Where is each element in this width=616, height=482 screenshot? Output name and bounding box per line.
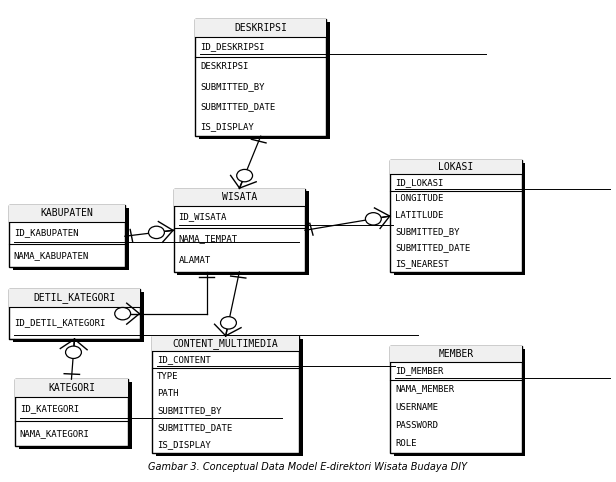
Text: ROLE: ROLE [395, 440, 417, 448]
Bar [18, 382, 132, 449]
Text: IS_DISPLAY: IS_DISPLAY [157, 440, 211, 449]
Bar [9, 289, 140, 307]
Text: SUBMITTED_DATE: SUBMITTED_DATE [157, 423, 232, 432]
Text: ID_KABUPATEN: ID_KABUPATEN [14, 228, 78, 238]
Text: IS_NEAREST: IS_NEAREST [395, 259, 449, 268]
Circle shape [365, 213, 381, 225]
Text: NAMA_KATEGORI: NAMA_KATEGORI [20, 429, 90, 438]
Text: ID_KATEGORI: ID_KATEGORI [20, 404, 79, 414]
Bar [9, 289, 140, 339]
Bar [195, 19, 326, 136]
Bar [391, 346, 522, 362]
Text: ID_DETIL_KATEGORI: ID_DETIL_KATEGORI [14, 318, 105, 327]
Bar [195, 19, 326, 37]
Text: PASSWORD: PASSWORD [395, 421, 439, 430]
Text: PATH: PATH [157, 389, 179, 398]
Text: TYPE: TYPE [157, 372, 179, 381]
Text: ID_LOKASI: ID_LOKASI [395, 178, 444, 187]
Bar [9, 205, 125, 267]
Bar [174, 188, 305, 206]
Text: CONTENT_MULTIMEDIA: CONTENT_MULTIMEDIA [172, 338, 278, 349]
Bar [391, 160, 522, 272]
Bar [177, 191, 309, 275]
Bar [199, 22, 330, 139]
Text: KABUPATEN: KABUPATEN [41, 208, 93, 218]
Text: MEMBER: MEMBER [439, 348, 474, 359]
Bar [394, 163, 525, 275]
Circle shape [148, 226, 164, 239]
Text: ID_DESKRIPSI: ID_DESKRIPSI [200, 42, 264, 51]
Text: SUBMITTED_DATE: SUBMITTED_DATE [200, 102, 275, 111]
Bar [152, 336, 299, 351]
Text: SUBMITTED_BY: SUBMITTED_BY [200, 82, 264, 91]
Circle shape [65, 346, 81, 359]
Bar [15, 379, 128, 397]
Text: ID_WISATA: ID_WISATA [179, 213, 227, 221]
Text: DESKRIPSI: DESKRIPSI [200, 62, 248, 71]
Text: LONGITUDE: LONGITUDE [395, 194, 444, 203]
Text: WISATA: WISATA [222, 192, 257, 202]
Text: SUBMITTED_BY: SUBMITTED_BY [157, 406, 222, 415]
Text: SUBMITTED_BY: SUBMITTED_BY [395, 227, 460, 236]
Bar [391, 160, 522, 174]
Text: DESKRIPSI: DESKRIPSI [234, 23, 287, 33]
Bar [15, 379, 128, 446]
Bar [391, 346, 522, 453]
Text: USERNAME: USERNAME [395, 403, 439, 412]
Text: DETIL_KATEGORI: DETIL_KATEGORI [33, 292, 116, 303]
Text: NAMA_TEMPAT: NAMA_TEMPAT [179, 234, 238, 243]
Text: NAMA_MEMBER: NAMA_MEMBER [395, 385, 455, 393]
Text: LATITLUDE: LATITLUDE [395, 211, 444, 219]
Text: LOKASI: LOKASI [439, 162, 474, 172]
Text: ALAMAT: ALAMAT [179, 256, 211, 266]
Text: Gambar 3. Conceptual Data Model E-direktori Wisata Budaya DIY: Gambar 3. Conceptual Data Model E-direkt… [148, 462, 468, 472]
Bar [156, 339, 302, 456]
Bar [12, 208, 129, 270]
Bar [9, 205, 125, 222]
Bar [174, 188, 305, 272]
Text: IS_DISPLAY: IS_DISPLAY [200, 122, 254, 131]
Text: SUBMITTED_DATE: SUBMITTED_DATE [395, 243, 471, 252]
Bar [12, 292, 144, 342]
Text: NAMA_KABUPATEN: NAMA_KABUPATEN [14, 251, 89, 260]
Circle shape [237, 169, 253, 182]
Circle shape [221, 317, 237, 329]
Text: KATEGORI: KATEGORI [48, 383, 95, 393]
Bar [394, 348, 525, 456]
Bar [152, 336, 299, 453]
Text: ID_CONTENT: ID_CONTENT [157, 355, 211, 364]
Circle shape [115, 308, 131, 320]
Text: ID_MEMBER: ID_MEMBER [395, 366, 444, 375]
